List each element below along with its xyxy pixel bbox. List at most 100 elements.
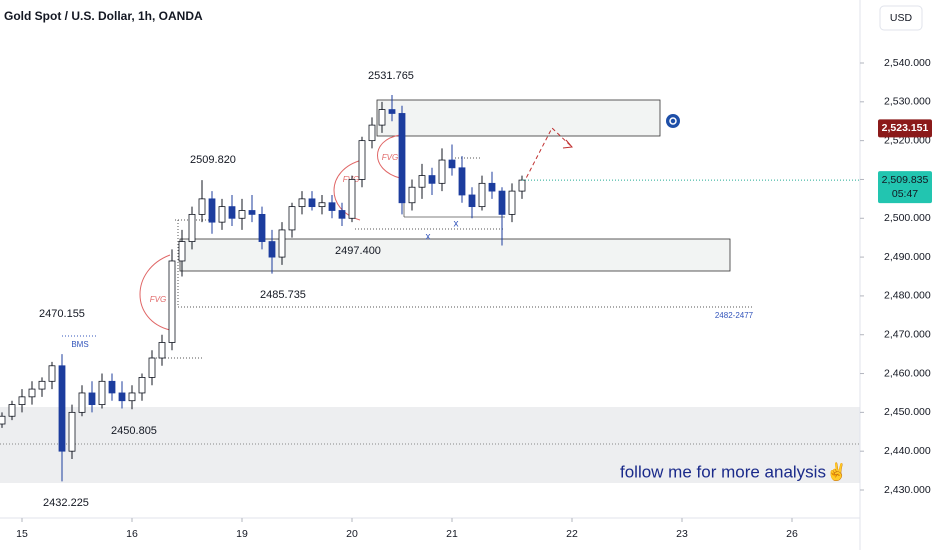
supply-zone: [376, 99, 661, 137]
candle-body: [438, 159, 446, 184]
candle-body: [348, 179, 356, 219]
demand-zone: [0, 407, 860, 483]
candle-body: [28, 388, 36, 398]
candle-body: [298, 198, 306, 208]
annotation: 2509.820: [190, 154, 236, 166]
candle-body: [508, 190, 516, 215]
projection: [519, 127, 573, 191]
candle-body: [338, 210, 346, 219]
candle-body: [288, 206, 296, 231]
y-tick-label: 2,460.000: [884, 367, 931, 379]
fvg-curve: [377, 134, 401, 179]
candle-body: [118, 392, 126, 402]
last-price-marker: [878, 171, 932, 204]
candle-body: [498, 190, 506, 215]
annotation: 2482-2477: [715, 311, 754, 320]
last-price-label: 2,509.835: [882, 174, 929, 186]
price-marker-label: 2,523.151: [882, 122, 929, 134]
candle-body: [128, 392, 136, 402]
alert-icon-inner: [669, 117, 677, 125]
candle-body: [478, 182, 486, 208]
candle-body: [38, 380, 46, 390]
candle-body: [318, 202, 326, 208]
annotation: 2450.805: [111, 425, 157, 437]
candle-body: [208, 198, 216, 223]
candle-body: [198, 198, 206, 215]
price-marker: [878, 119, 932, 138]
candle-body: [408, 186, 416, 204]
candle-body: [8, 404, 16, 417]
candle-body: [0, 415, 6, 425]
x-tick-label: 19: [236, 528, 248, 540]
fvg-curve: [139, 254, 171, 331]
annotation: 2485.735: [260, 289, 306, 301]
candle-body: [58, 365, 66, 452]
candle-body: [248, 210, 256, 215]
currency: USD: [890, 12, 913, 24]
fvg-label: FVG: [382, 153, 398, 162]
annotation: BMS: [71, 340, 88, 349]
candle-body: [108, 380, 116, 394]
fvg-label: FVG: [150, 295, 166, 304]
candle-body: [98, 380, 106, 405]
candle-body: [68, 411, 76, 452]
candle-body: [268, 241, 276, 258]
candle-body: [518, 179, 526, 192]
y-tick-label: 2,520.000: [884, 134, 931, 146]
candle-body: [168, 260, 176, 343]
promo-text: follow me for more analysis✌️: [620, 461, 847, 482]
projection-arrow: [562, 139, 573, 149]
candle-body: [308, 198, 316, 208]
candle-body: [358, 140, 366, 180]
alert-icon[interactable]: [666, 114, 680, 128]
candle-body: [158, 342, 166, 359]
x-mark: x: [454, 219, 459, 230]
annotation: 2470.155: [39, 308, 85, 320]
candle-body: [488, 182, 496, 192]
y-tick-label: 2,500.000: [884, 212, 931, 224]
candle-body: [88, 392, 96, 406]
candle-body: [218, 206, 226, 223]
candle-body: [78, 392, 86, 413]
candle-body: [188, 213, 196, 242]
candle-body: [468, 194, 476, 208]
annotation: 2432.225: [43, 497, 89, 509]
candle-body: [328, 202, 336, 211]
x-tick-label: 22: [566, 528, 578, 540]
candle-body: [388, 109, 396, 114]
y-tick-label: 2,430.000: [884, 484, 931, 496]
x-tick-label: 23: [676, 528, 688, 540]
x-tick-label: 21: [446, 528, 458, 540]
x-mark: x: [426, 232, 431, 243]
chart-title: Gold Spot / U.S. Dollar, 1h, OANDA: [4, 9, 203, 23]
candle-body: [368, 124, 376, 142]
candle-body: [278, 229, 286, 258]
annotation: 2497.400: [335, 245, 381, 257]
y-tick-label: 2,480.000: [884, 290, 931, 302]
y-tick-label: 2,490.000: [884, 251, 931, 263]
y-tick-label: 2,540.000: [884, 57, 931, 69]
candle-body: [418, 175, 426, 188]
candle-body: [258, 213, 266, 242]
candle-body: [398, 113, 406, 204]
candle-body: [238, 210, 246, 219]
candle-body: [428, 175, 436, 184]
candle-body: [228, 206, 236, 219]
countdown: 05:47: [892, 188, 918, 200]
x-tick-label: 26: [786, 528, 798, 540]
candle-body: [448, 159, 456, 169]
candle-body: [138, 377, 146, 394]
x-tick-label: 15: [16, 528, 28, 540]
y-tick-label: 2,440.000: [884, 445, 931, 457]
candle-body: [178, 241, 186, 262]
y-tick-label: 2,470.000: [884, 329, 931, 341]
candle-body: [18, 396, 26, 406]
candle-body: [148, 357, 156, 378]
currency-button[interactable]: [879, 5, 923, 31]
x-tick-label: 16: [126, 528, 138, 540]
x-tick-label: 20: [346, 528, 358, 540]
candle-body: [48, 365, 56, 382]
candle-body: [458, 167, 466, 196]
y-tick-label: 2,450.000: [884, 406, 931, 418]
